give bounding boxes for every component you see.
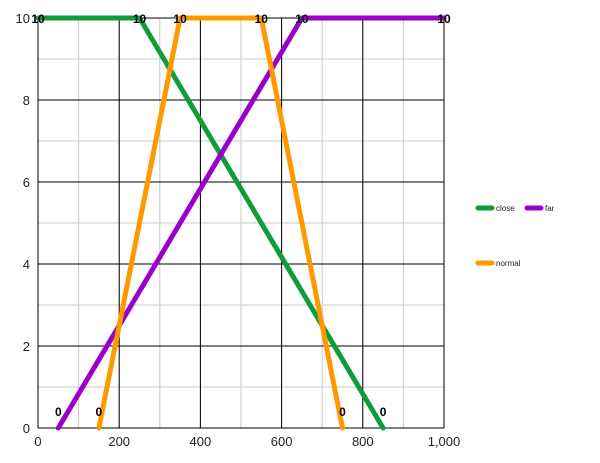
x-tick-label: 600 (271, 434, 293, 449)
series-line-far (55, 15, 447, 431)
data-label-close: 10 (31, 12, 45, 26)
x-tick-label: 200 (108, 434, 130, 449)
x-tick-label: 0 (34, 434, 41, 449)
legend-label-close: close (496, 204, 515, 213)
y-tick-label: 8 (23, 93, 30, 108)
y-tick-label: 6 (23, 175, 30, 190)
x-tick-label: 400 (190, 434, 212, 449)
x-tick-label: 800 (352, 434, 374, 449)
data-label-far: 10 (295, 12, 309, 26)
legend: close far normal (475, 204, 555, 268)
data-label-far: 10 (437, 12, 451, 26)
data-labels: 10 10 0 0 10 10 0 10 10 0 (31, 12, 451, 419)
y-tick-label: 4 (23, 257, 30, 272)
x-tick-label: 1,000 (428, 434, 461, 449)
series-line-close (35, 15, 386, 431)
data-label-normal: 0 (339, 405, 346, 419)
axes: 0 200 400 600 800 1,000 0 2 4 6 8 10 (16, 11, 461, 449)
legend-label-far: far (545, 204, 555, 213)
data-label-far: 0 (55, 405, 62, 419)
y-tick-label: 0 (23, 421, 30, 436)
data-label-close: 10 (133, 12, 147, 26)
data-label-normal: 10 (255, 12, 269, 26)
data-label-close: 0 (380, 405, 387, 419)
y-tick-label: 2 (23, 339, 30, 354)
legend-label-normal: normal (496, 259, 521, 268)
grid (37, 17, 445, 429)
y-tick-label: 10 (16, 11, 30, 26)
data-label-normal: 0 (96, 405, 103, 419)
series-group (35, 15, 447, 431)
data-label-normal: 10 (173, 12, 187, 26)
series-line-normal (96, 15, 345, 431)
